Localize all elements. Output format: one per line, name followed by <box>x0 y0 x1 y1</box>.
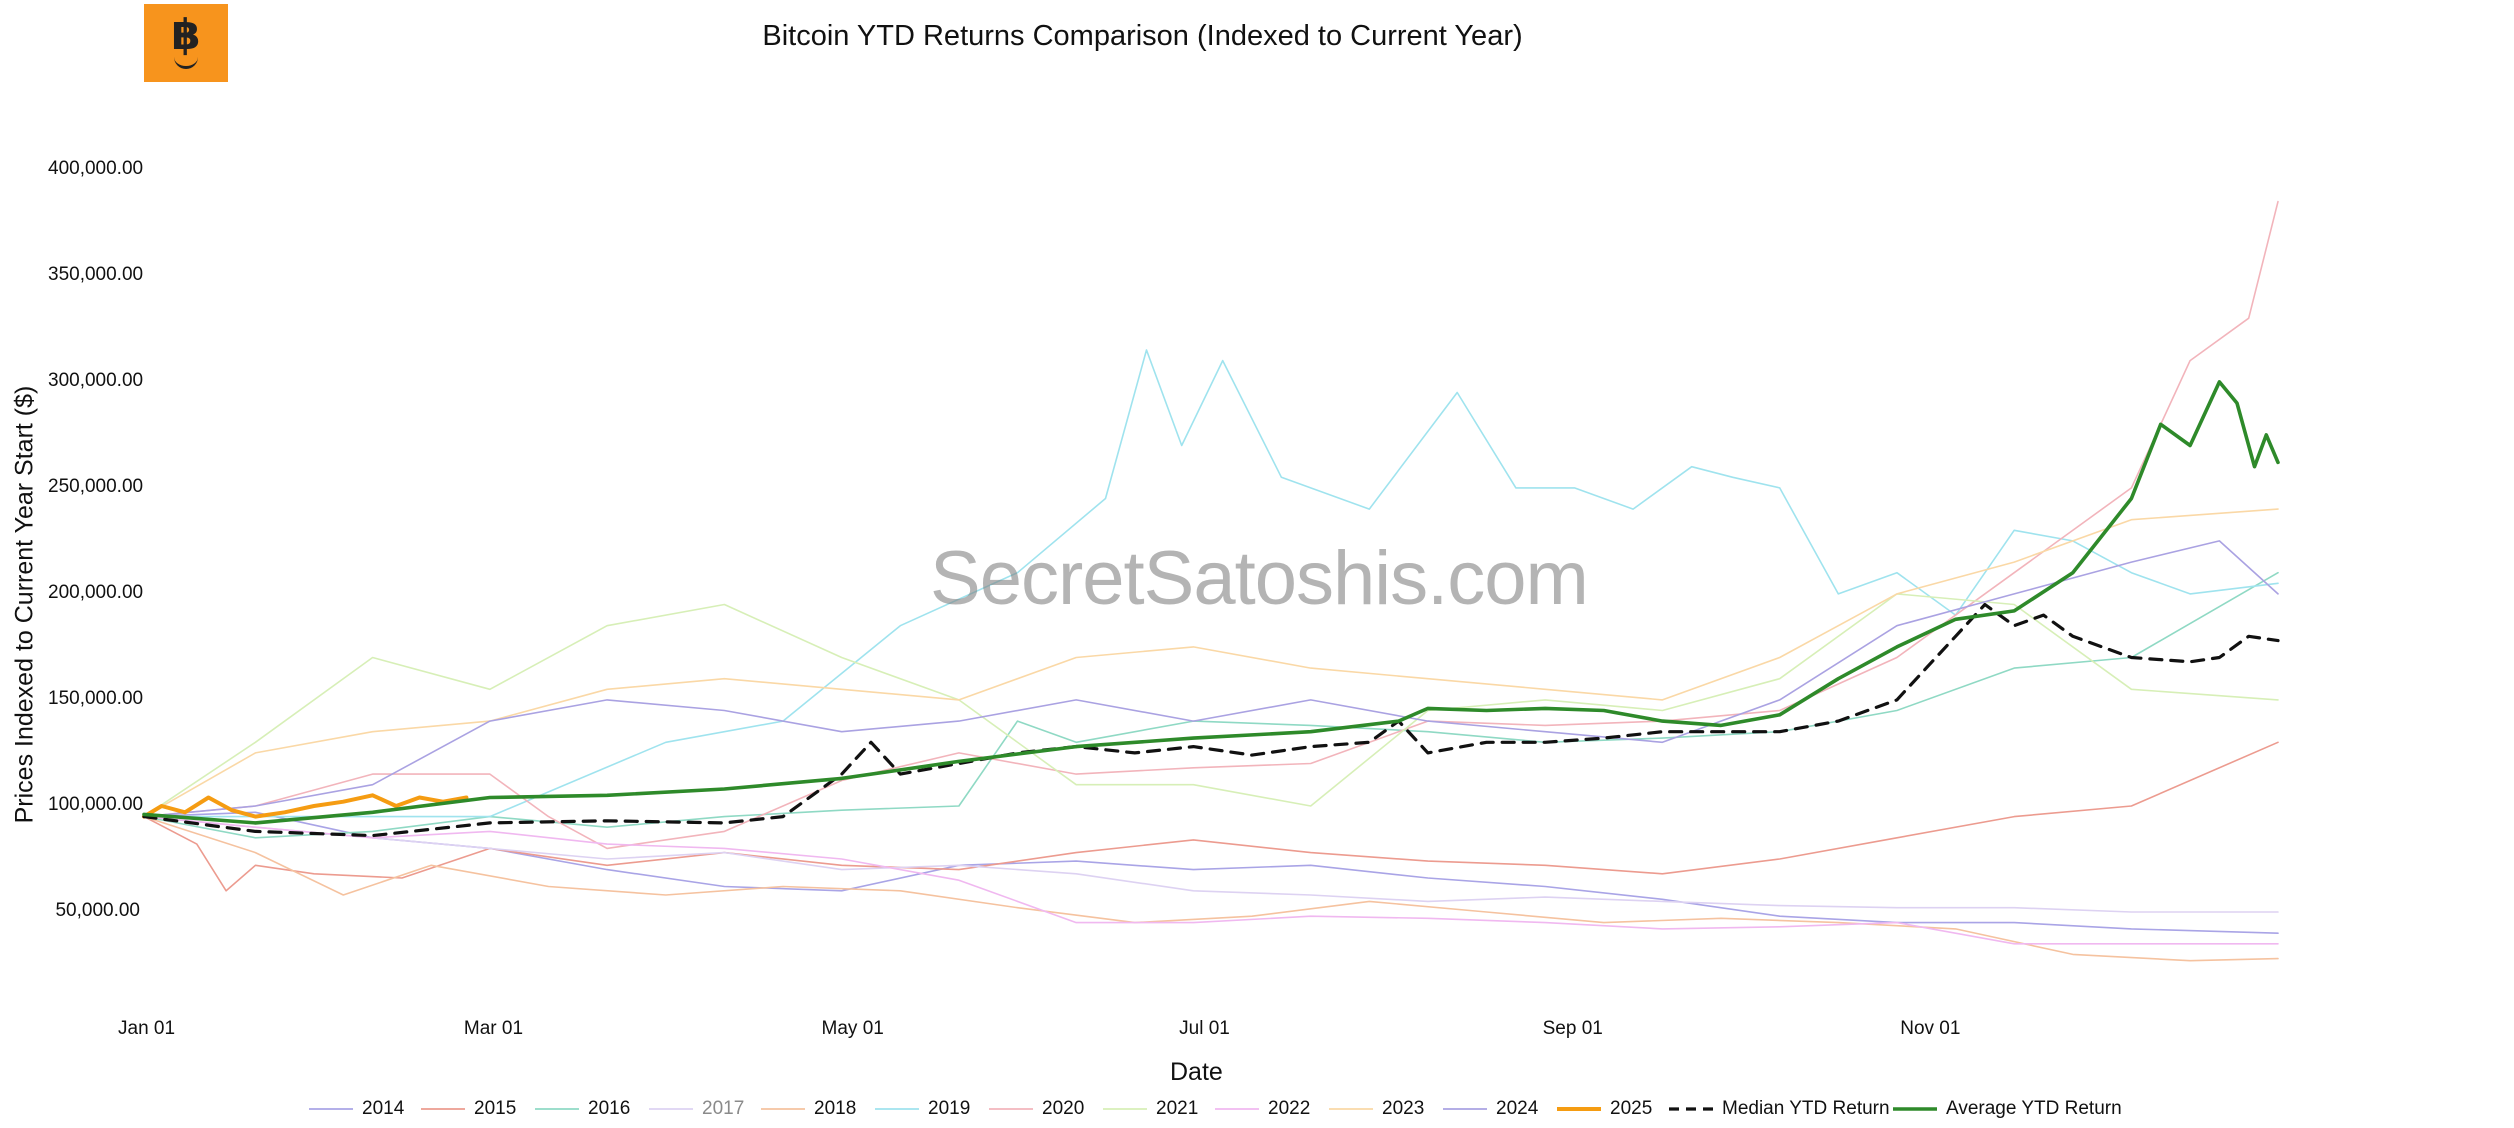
series-line-2017 <box>143 815 2279 913</box>
x-tick-label: Sep 01 <box>1542 1018 1603 1039</box>
series-line-2024 <box>143 540 2279 818</box>
series-line-average-ytd-return <box>142 380 2280 825</box>
legend-label: Median YTD Return <box>1722 1098 1890 1119</box>
legend-swatch <box>1329 1108 1373 1110</box>
legend-swatch <box>1215 1108 1259 1110</box>
legend-label: 2017 <box>702 1098 745 1119</box>
x-tick-label: Jan 01 <box>118 1018 176 1039</box>
legend-item: 2018 <box>760 1096 856 1122</box>
series-line-2022 <box>143 815 2279 945</box>
legend-label: 2019 <box>928 1098 971 1119</box>
legend-label: 2014 <box>362 1098 405 1119</box>
legend-swatch <box>1443 1108 1487 1110</box>
y-tick-label: 350,000.00 <box>48 263 144 285</box>
series-line-2025 <box>142 793 469 819</box>
y-tick-label: 400,000.00 <box>48 157 144 179</box>
legend-item: Median YTD Return <box>1668 1096 1890 1122</box>
series-line-2021 <box>143 593 2279 818</box>
brand-logo: ฿ <box>144 4 228 82</box>
legend-label: 2015 <box>474 1098 517 1119</box>
bitcoin-icon: ฿ <box>171 10 201 59</box>
series-line-2016 <box>143 571 2279 839</box>
series-line-2018 <box>143 815 2279 962</box>
x-tick-label: May 01 <box>821 1018 884 1039</box>
legend-label: Average YTD Return <box>1946 1098 2122 1119</box>
series-line-2020 <box>143 200 2279 850</box>
legend-item: 2019 <box>874 1096 970 1122</box>
legend-item: 2016 <box>534 1096 630 1122</box>
legend-swatch <box>1557 1107 1601 1111</box>
x-tick-label: Mar 01 <box>463 1018 524 1039</box>
chart-title: Bitcoin YTD Returns Comparison (Indexed … <box>762 20 1523 52</box>
legend-swatch <box>309 1108 353 1110</box>
legend-item: 2024 <box>1442 1096 1538 1122</box>
legend-item: 2023 <box>1328 1096 1424 1122</box>
y-tick-label: 50,000.00 <box>55 899 140 921</box>
legend-label: 2025 <box>1610 1098 1653 1119</box>
y-tick-label: 200,000.00 <box>48 581 144 603</box>
legend-label: 2021 <box>1156 1098 1199 1119</box>
series-line-2014 <box>143 811 2279 935</box>
y-tick-label: 300,000.00 <box>48 369 144 391</box>
x-tick-label: Jul 01 <box>1179 1018 1230 1039</box>
legend-swatch <box>535 1108 579 1110</box>
legend-label: 2018 <box>814 1098 857 1119</box>
legend-item: 2017 <box>648 1096 744 1122</box>
legend-label: 2022 <box>1268 1098 1311 1119</box>
legend-label: 2016 <box>588 1098 631 1119</box>
legend-swatch <box>875 1108 919 1110</box>
legend-item: 2022 <box>1214 1096 1310 1122</box>
legend-item: 2020 <box>988 1096 1084 1122</box>
x-tick-label: Nov 01 <box>1900 1018 1961 1039</box>
legend-swatch <box>1103 1108 1147 1110</box>
legend-swatch <box>761 1108 805 1110</box>
legend-item: 2025 <box>1556 1096 1652 1122</box>
legend-swatch <box>989 1108 1033 1110</box>
logo-smile <box>174 56 198 69</box>
y-tick-label: 150,000.00 <box>48 687 144 709</box>
legend-label: 2023 <box>1382 1098 1425 1119</box>
x-axis-title: Date <box>1170 1058 1223 1086</box>
series-line-2015 <box>143 741 2279 892</box>
watermark: SecretSatoshis.com <box>930 536 1589 621</box>
y-tick-label: 250,000.00 <box>48 475 144 497</box>
series-line-median-ytd-return <box>142 602 2280 838</box>
legend-label: 2020 <box>1042 1098 1085 1119</box>
legend-item: 2015 <box>420 1096 516 1122</box>
y-tick-label: 100,000.00 <box>48 793 144 815</box>
legend-swatch <box>1669 1107 1713 1111</box>
legend-label: 2024 <box>1496 1098 1539 1119</box>
legend-swatch <box>421 1108 465 1110</box>
legend-item: 2021 <box>1102 1096 1198 1122</box>
legend-item: 2014 <box>308 1096 404 1122</box>
series-line-2019 <box>143 349 2279 818</box>
legend-item: Average YTD Return <box>1892 1096 2122 1122</box>
chart-legend: 2014 2015 2016 2017 2018 2019 2020 2021 2022 2023… <box>0 1096 2514 1122</box>
legend-swatch <box>649 1108 693 1110</box>
legend-swatch <box>1893 1107 1937 1111</box>
